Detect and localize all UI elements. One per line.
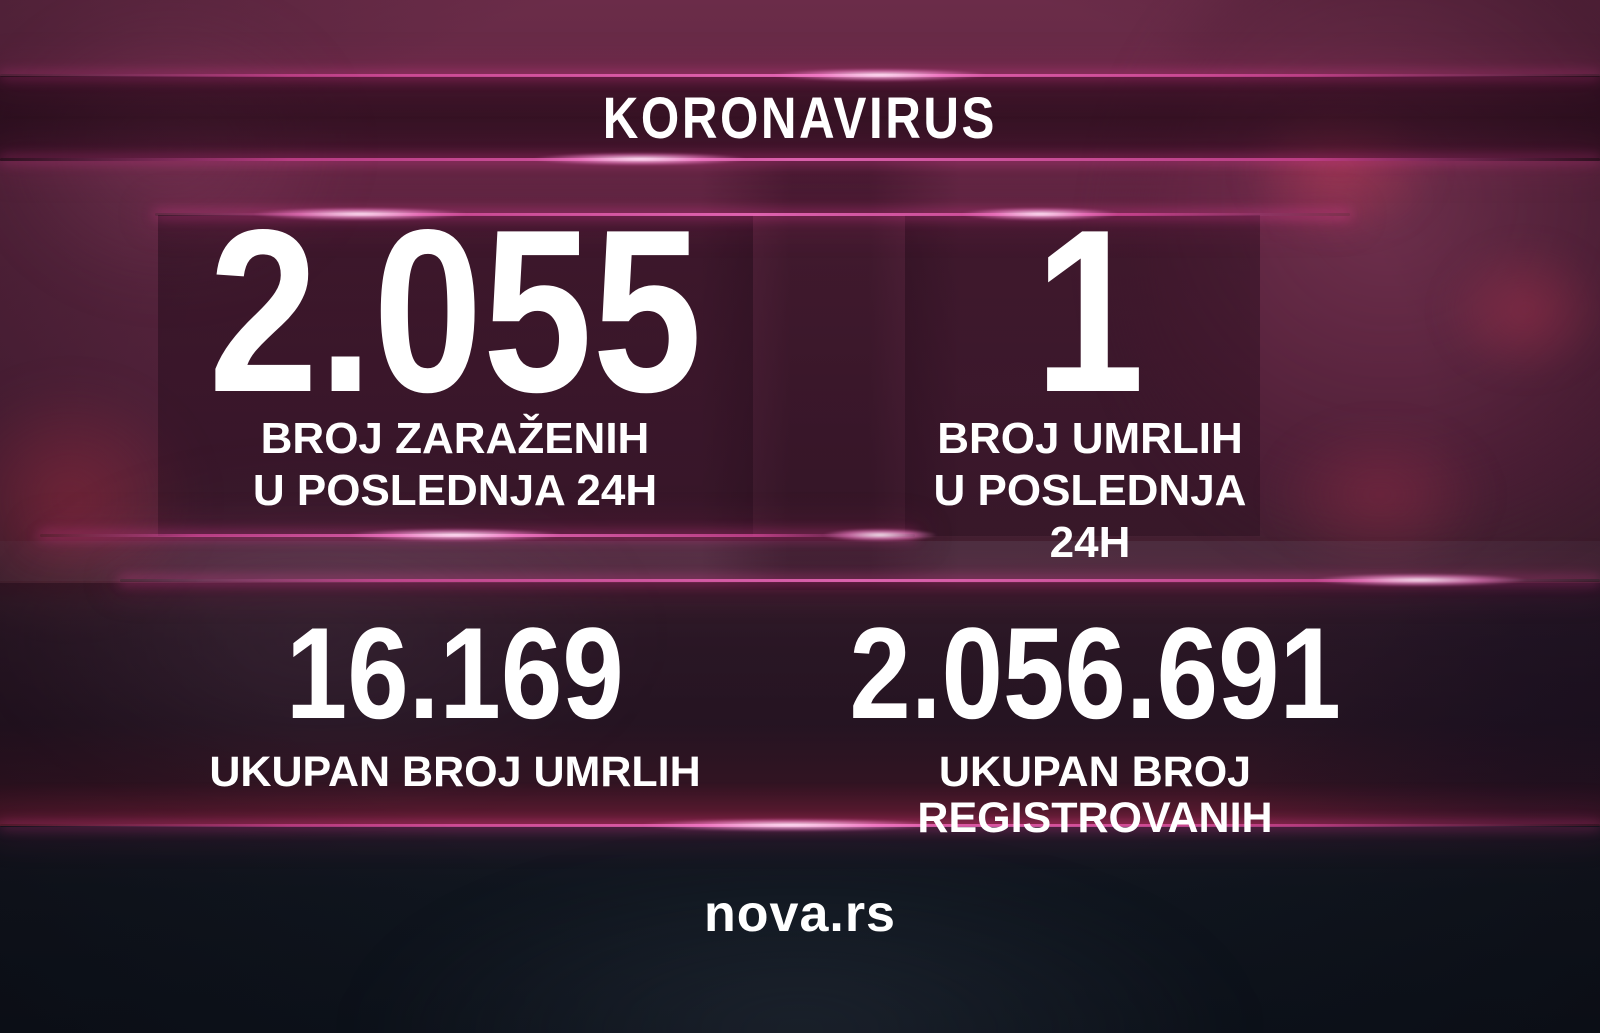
- title-band: [0, 76, 1600, 161]
- stat-label-line: BROJ UMRLIH: [937, 414, 1243, 463]
- stat-deaths-24h: 1 BROJ UMRLIH U POSLEDNJA 24H: [905, 181, 1275, 569]
- stat-infected-24h: 2.055 BROJ ZARAŽENIH U POSLEDNJA 24H: [160, 181, 750, 517]
- totals-band: [0, 583, 1600, 826]
- glow-flare: [800, 526, 960, 544]
- stat-value: 1: [1035, 181, 1145, 441]
- background-dark-column: [700, 160, 960, 590]
- stat-value: 2.056.691: [849, 600, 1341, 746]
- stat-value: 2.055: [208, 181, 702, 441]
- glow-flare: [580, 816, 1000, 834]
- stat-label: BROJ UMRLIH U POSLEDNJA 24H: [905, 413, 1275, 569]
- glow-flare: [1270, 571, 1570, 589]
- glow-flare: [305, 526, 605, 544]
- glow-line-title-bottom: [0, 158, 1600, 161]
- glow-line-panels-top: [155, 213, 1350, 216]
- page-title: KORONAVIRUS: [0, 76, 1600, 161]
- glow-flare: [490, 150, 790, 168]
- stat-label: UKUPAN BROJ UMRLIH: [209, 748, 701, 796]
- glow-line-totals-top: [120, 579, 1600, 582]
- glow-flare: [730, 66, 1030, 84]
- stat-label-line: U POSLEDNJA 24H: [933, 466, 1247, 567]
- stat-total-registered: 2.056.691 UKUPAN BROJ REGISTROVANIH: [770, 583, 1420, 841]
- stat-label-line: BROJ ZARAŽENIH: [260, 414, 650, 463]
- page-title-text: KORONAVIRUS: [602, 86, 998, 151]
- stat-value: 16.169: [286, 600, 624, 746]
- stat-label-line: U POSLEDNJA 24H: [252, 466, 658, 515]
- brand-logo: nova.rs: [0, 878, 1600, 950]
- stat-label: UKUPAN BROJ REGISTROVANIH: [917, 748, 1273, 842]
- brand-logo-text: nova.rs: [704, 885, 896, 943]
- stat-label: BROJ ZARAŽENIH U POSLEDNJA 24H: [160, 413, 750, 517]
- stat-total-deaths: 16.169 UKUPAN BROJ UMRLIH: [160, 583, 750, 795]
- glow-flare: [930, 205, 1150, 223]
- panel-infected-24h: [158, 215, 753, 536]
- glow-flare: [210, 205, 510, 223]
- panel-deaths-24h: [905, 215, 1260, 536]
